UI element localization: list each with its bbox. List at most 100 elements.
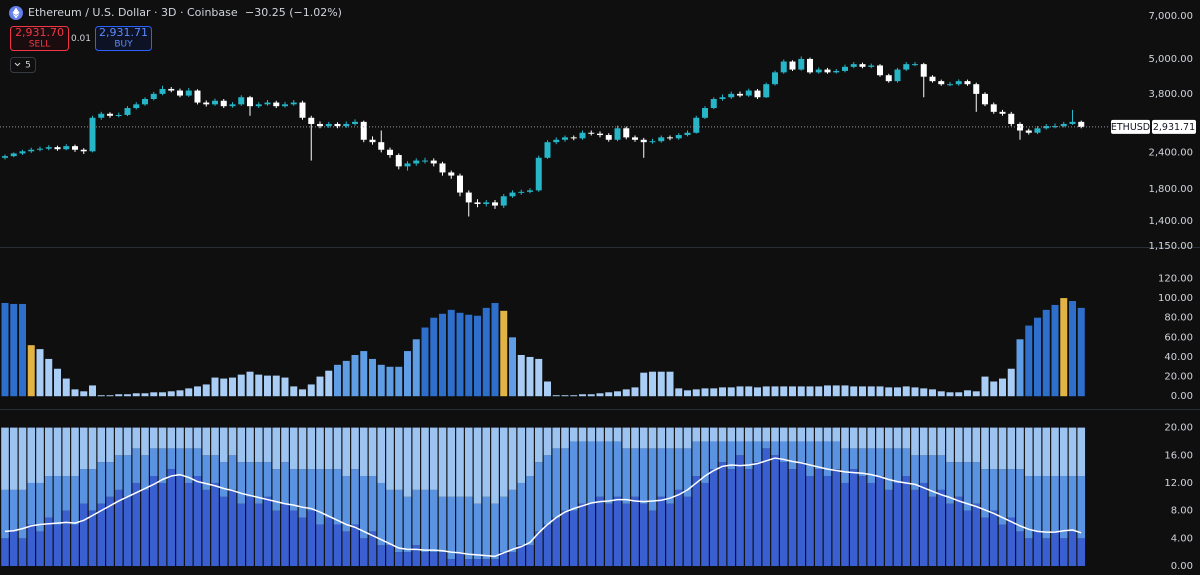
bar — [771, 386, 779, 397]
buy-button-box[interactable] — [95, 26, 152, 51]
stacked-bar-segment — [499, 552, 508, 567]
stacked-bar-segment — [631, 427, 639, 449]
stacked-bar-segment — [727, 469, 736, 567]
stacked-bar-segment — [342, 427, 351, 477]
stacked-bar-segment — [132, 448, 141, 483]
stacked-bar-segment — [97, 462, 106, 504]
stacked-bar-segment — [674, 448, 683, 490]
candle-body — [430, 160, 437, 164]
stacked-bar-segment — [937, 427, 946, 456]
stacked-bar-segment — [1024, 476, 1033, 539]
bar — [570, 395, 578, 397]
candle-body — [798, 58, 805, 70]
stacked-bar-segment — [1024, 538, 1033, 567]
candle-body — [553, 139, 560, 143]
bar — [299, 389, 306, 397]
stacked-bar-segment — [744, 469, 753, 567]
stacked-bar-segment — [377, 545, 386, 567]
stacked-bar-segment — [561, 448, 569, 511]
stacked-bar-segment — [683, 448, 692, 497]
stacked-bar-segment — [412, 545, 421, 567]
stacked-bar-segment — [893, 482, 902, 567]
candle-body — [177, 90, 183, 96]
symbol-tag-box — [1111, 119, 1150, 134]
stacked-bar-segment — [543, 427, 552, 456]
candle-body — [1069, 121, 1076, 124]
candle-body — [868, 65, 875, 67]
candle-body — [544, 142, 551, 158]
stacked-bar-segment — [517, 545, 526, 567]
candle-body — [999, 111, 1006, 114]
bar — [229, 377, 236, 397]
stacked-bar-segment — [359, 538, 368, 567]
stacked-bar-segment — [324, 469, 333, 518]
bar — [150, 392, 158, 397]
stacked-bar-segment — [692, 476, 701, 567]
sell-label: SELL — [29, 40, 50, 50]
y-tick-label: 1,400.00 — [1148, 216, 1193, 227]
candle-body — [299, 102, 306, 118]
stacked-bar-segment — [762, 441, 771, 449]
stacked-bar-segment — [246, 427, 254, 463]
bar — [395, 366, 403, 397]
stacked-bar-segment — [18, 427, 27, 490]
sell-button-box[interactable] — [10, 26, 69, 51]
bar — [430, 317, 438, 397]
stacked-bar-segment — [202, 489, 211, 567]
stacked-bar-segment — [692, 441, 701, 477]
stacked-bar-segment — [403, 552, 412, 567]
stacked-bar-segment — [797, 462, 806, 567]
sell-button[interactable]: 2,931.70 SELL — [10, 26, 69, 51]
stacked-bar-segment — [771, 427, 779, 442]
stacked-bar-segment — [762, 427, 771, 442]
bar — [194, 386, 201, 397]
stacked-bar-segment — [893, 448, 902, 483]
candle-body — [115, 114, 122, 116]
stacked-bar-segment — [71, 476, 79, 525]
stacked-bar-segment — [919, 427, 928, 456]
bar — [736, 386, 744, 397]
stacked-bar-segment — [1059, 538, 1068, 567]
candle-body — [579, 132, 586, 139]
candle-body — [343, 123, 350, 127]
candle-body — [1060, 123, 1067, 127]
stacked-bar-segment — [123, 455, 132, 497]
stacked-bar-segment — [1077, 476, 1086, 539]
bar — [325, 370, 333, 397]
candle-body — [903, 64, 910, 70]
stacked-bar-segment — [167, 448, 176, 470]
stacked-bar-segment — [333, 524, 342, 567]
stacked-bar-segment — [482, 496, 491, 560]
bar — [972, 391, 980, 397]
stacked-bar-segment — [771, 455, 779, 567]
indicators-toggle[interactable]: 5 — [10, 57, 36, 73]
stacked-bar-segment — [447, 427, 456, 497]
spread: 0.01 — [71, 34, 91, 44]
candle-body — [500, 196, 507, 206]
bar — [649, 371, 656, 397]
stacked-bar-segment — [648, 510, 657, 567]
stacked-bar-segment — [123, 427, 132, 456]
bar — [54, 368, 61, 397]
indicators-toggle-box[interactable] — [10, 57, 36, 73]
stacked-bar-segment — [403, 427, 412, 497]
bar — [885, 387, 893, 397]
stacked-bar-segment — [44, 427, 53, 477]
y-tick-label: 3,800.00 — [1148, 89, 1193, 100]
stacked-bar-segment — [806, 441, 814, 477]
candle-body — [63, 146, 70, 150]
stacked-bar-segment — [219, 427, 228, 463]
bar — [517, 355, 525, 397]
candle-body — [964, 81, 971, 85]
bar — [159, 392, 166, 397]
stacked-bar-segment — [1051, 427, 1059, 477]
bar — [911, 387, 919, 397]
candle-body — [535, 157, 542, 191]
stacked-bar-segment — [394, 489, 403, 553]
bar — [307, 384, 315, 397]
stacked-bar-segment — [281, 503, 289, 567]
stacked-bar-segment — [692, 427, 701, 442]
stacked-bar-segment — [666, 448, 674, 504]
stacked-bar-segment — [841, 448, 849, 483]
buy-button[interactable]: 2,931.71 BUY — [95, 26, 152, 51]
